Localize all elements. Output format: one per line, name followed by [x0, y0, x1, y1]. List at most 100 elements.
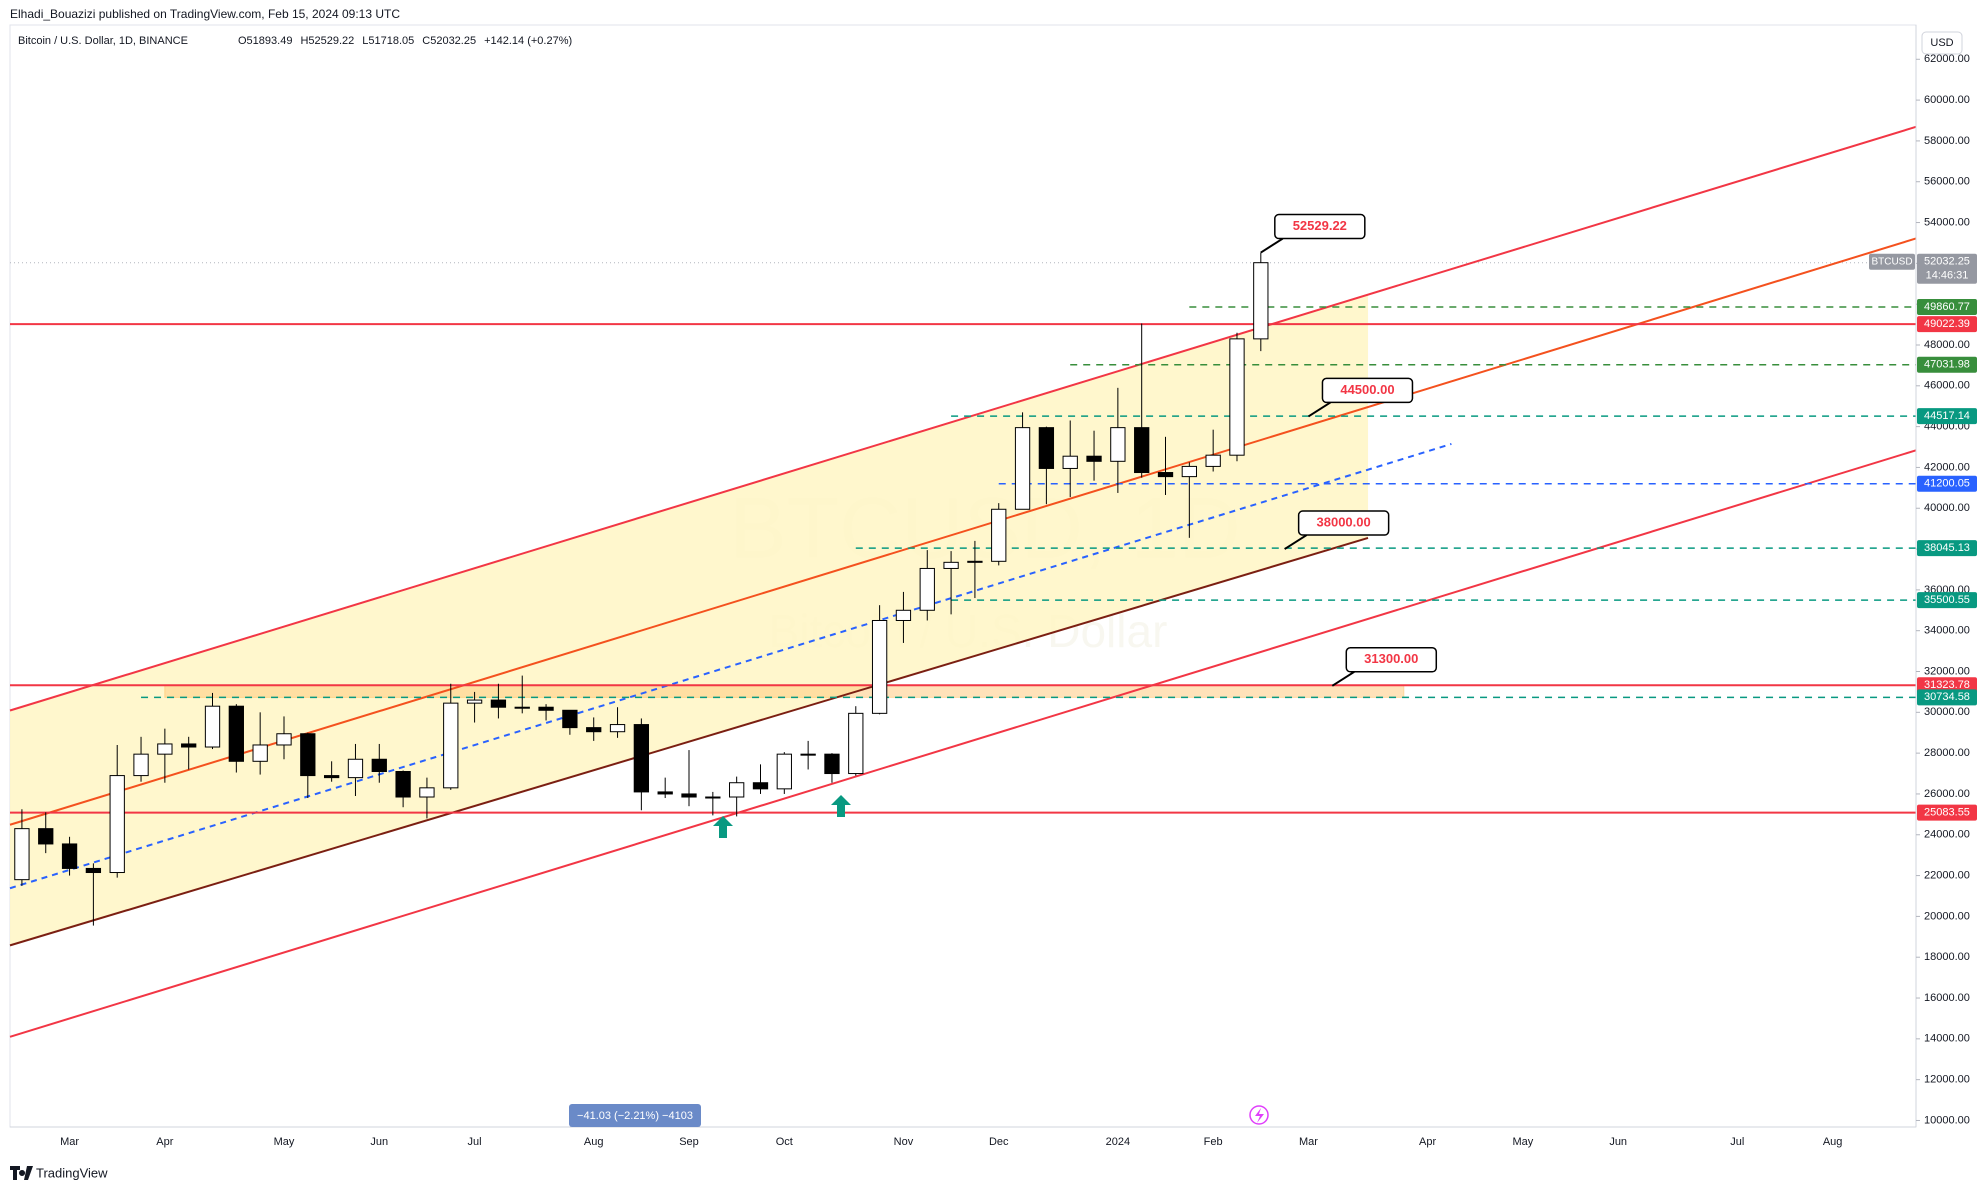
x-tick-label: Nov	[894, 1136, 914, 1148]
callout-pointer	[1260, 237, 1284, 254]
x-tick-label: Apr	[156, 1136, 173, 1148]
candle-body	[514, 706, 530, 709]
candle-body	[919, 567, 935, 611]
level-price-label: 49022.39	[1924, 318, 1970, 330]
level-price-label: 31323.78	[1924, 679, 1970, 691]
candles	[14, 252, 1269, 926]
x-tick-label: Jul	[468, 1136, 482, 1148]
y-tick-label: 58000.00	[1924, 135, 1970, 147]
level-price-tag	[1917, 299, 1977, 316]
measure-box	[569, 1104, 701, 1127]
callout-pointer	[1307, 401, 1331, 418]
symbol-tag-label: BTCUSD	[1871, 256, 1912, 267]
level-price-tag	[1917, 592, 1977, 609]
countdown: 14:46:31	[1926, 270, 1969, 282]
y-tick-label: 18000.00	[1924, 951, 1970, 963]
candle-body	[1157, 472, 1174, 478]
callout-pointer	[1284, 534, 1308, 550]
y-tick-label: 54000.00	[1924, 216, 1970, 228]
ohlc-value: L51718.05	[362, 35, 414, 47]
x-tick-label: Mar	[1299, 1136, 1318, 1148]
candle-body	[776, 753, 792, 790]
callout-box	[1345, 647, 1438, 673]
level-price-label: 47031.98	[1924, 359, 1970, 371]
candle-body	[204, 705, 221, 748]
y-tick-label: 42000.00	[1924, 461, 1970, 473]
candle-body	[562, 709, 578, 729]
candle-body	[228, 705, 244, 762]
candle-body	[800, 753, 816, 756]
candle-body	[157, 743, 173, 755]
x-tick-label: Jul	[1730, 1136, 1744, 1148]
candle-body	[609, 724, 626, 733]
x-tick-label: May	[1512, 1136, 1533, 1148]
candle-body	[61, 843, 78, 869]
chart-title: Bitcoin / U.S. Dollar, 1D, BINANCE	[18, 35, 188, 47]
candle-body	[1086, 455, 1102, 462]
x-tick-label: Sep	[679, 1136, 699, 1148]
level-price-tag	[1917, 475, 1977, 492]
y-tick-label: 24000.00	[1924, 829, 1970, 841]
y-tick-label: 60000.00	[1924, 94, 1970, 106]
level-price-tag	[1917, 408, 1977, 425]
candle-body	[181, 743, 197, 748]
ohlc-value: H52529.22	[300, 35, 354, 47]
currency-button[interactable]	[1921, 31, 1963, 55]
level-price-tag	[1917, 356, 1977, 373]
candle-body	[1062, 455, 1078, 469]
y-tick-label: 10000.00	[1924, 1114, 1970, 1126]
candle-body	[395, 771, 411, 798]
level-price-label: 41200.05	[1924, 478, 1970, 490]
y-tick-label: 28000.00	[1924, 747, 1970, 759]
level-price-label: 30734.58	[1924, 691, 1970, 703]
candle-body	[943, 561, 959, 569]
up-arrow	[831, 795, 851, 817]
candle-body	[1205, 454, 1221, 467]
x-tick-label: May	[274, 1136, 295, 1148]
candle-body	[1110, 427, 1126, 462]
y-tick-label: 16000.00	[1924, 992, 1970, 1004]
up-arrow	[713, 816, 733, 838]
x-tick-label: Dec	[989, 1136, 1009, 1148]
drawings-front: 52529.22 44500.00 38000.00 31300.00	[1260, 213, 1438, 687]
trendline	[9, 536, 1369, 947]
level-price-label: 35500.55	[1924, 594, 1970, 606]
ohlc-legend: O51893.49 H52529.22 L51718.05 C52032.25 +142…	[238, 35, 572, 47]
candle-body	[109, 775, 125, 874]
candle-body	[1253, 262, 1269, 340]
level-price-tag	[1917, 689, 1977, 706]
brand: TradingView	[36, 1165, 108, 1180]
candle-body	[705, 796, 721, 799]
level-price-tag	[1917, 677, 1977, 694]
event-icon[interactable]	[1249, 1105, 1269, 1125]
measure-text: −41.03 (−2.21%) −4103	[577, 1110, 693, 1122]
y-tick-label: 56000.00	[1924, 176, 1970, 188]
candle-body	[347, 758, 364, 779]
price-axis: 10000.00 12000.00 14000.00 16000.00 18000.00…	[60, 53, 1977, 1148]
candle-body	[633, 724, 650, 793]
y-tick-label: 32000.00	[1924, 665, 1970, 677]
candle-body	[1229, 338, 1245, 456]
y-tick-label: 40000.00	[1924, 502, 1970, 514]
candle-body	[38, 828, 54, 845]
callout-label: 38000.00	[1317, 514, 1371, 529]
level-price-tag	[1917, 540, 1977, 557]
level-price-label: 44517.14	[1924, 410, 1970, 422]
trendline	[9, 443, 1452, 890]
zone	[164, 684, 1405, 698]
last-price-tag	[1917, 253, 1977, 284]
x-tick-label: Mar	[60, 1136, 79, 1148]
candle-body	[419, 787, 435, 798]
x-tick-label: Jun	[370, 1136, 388, 1148]
y-tick-label: 34000.00	[1924, 625, 1970, 637]
candle-body	[133, 753, 149, 777]
currency[interactable]: USD	[1930, 37, 1953, 49]
callout-box	[1274, 213, 1366, 240]
y-tick-label: 46000.00	[1924, 380, 1970, 392]
candle-body	[1014, 427, 1031, 510]
candle-body	[824, 753, 840, 775]
candle-body	[729, 782, 745, 798]
candle-body	[466, 699, 483, 704]
